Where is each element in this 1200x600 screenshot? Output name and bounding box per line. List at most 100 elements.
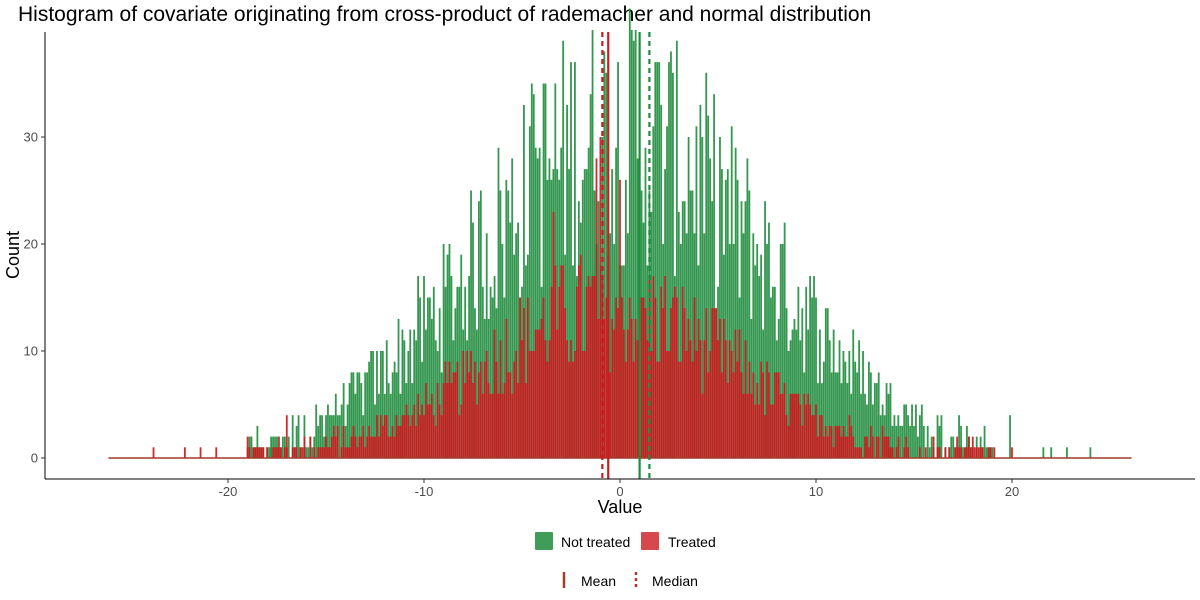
histogram-bar-treated <box>477 372 480 458</box>
histogram-bar-not-treated <box>785 308 788 458</box>
histogram-bar-not-treated <box>603 51 606 459</box>
legend-swatch-treated <box>641 532 659 550</box>
histogram-bar-not-treated <box>903 404 906 458</box>
histogram-bar-treated <box>936 447 939 458</box>
histogram-bar-treated <box>448 361 451 458</box>
histogram-bar-not-treated <box>701 137 704 458</box>
histogram-bar-not-treated <box>846 383 849 458</box>
histogram-bar-treated <box>746 393 749 458</box>
legend-item-treated[interactable]: Treated <box>641 532 716 550</box>
histogram-bar-treated <box>791 393 794 458</box>
histogram-bar-not-treated <box>856 372 859 458</box>
histogram-bar-treated <box>728 340 731 458</box>
histogram-bar-treated <box>466 351 469 458</box>
histogram-bar-not-treated <box>917 436 919 458</box>
histogram-bar-treated <box>866 436 868 458</box>
histogram-bar-treated <box>536 329 539 458</box>
histogram-bar-treated <box>352 425 355 458</box>
histogram-bar-treated <box>885 436 888 458</box>
histogram-bar-not-treated <box>509 222 512 458</box>
histogram-bar-treated <box>444 361 447 458</box>
histogram-bar-not-treated <box>983 425 986 458</box>
histogram-bar-not-treated <box>391 372 394 458</box>
histogram-bar-not-treated <box>952 436 955 458</box>
histogram-bar-treated <box>521 340 523 458</box>
histogram-bar-treated <box>799 404 802 458</box>
x-tick-label: -10 <box>415 484 434 499</box>
histogram-bar-not-treated <box>842 351 845 458</box>
histogram-bar-treated <box>895 447 898 458</box>
histogram-bar-not-treated <box>920 404 923 458</box>
histogram-bar-not-treated <box>677 211 680 458</box>
histogram-bar-not-treated <box>764 201 766 458</box>
histogram-bar-treated <box>374 436 376 458</box>
histogram-bar-treated <box>868 447 870 458</box>
histogram-bar-not-treated <box>287 436 290 458</box>
histogram-bar-treated <box>679 361 682 458</box>
histogram-bar-treated <box>781 393 784 458</box>
histogram-bar-not-treated <box>311 447 314 458</box>
histogram-bar-not-treated <box>350 372 353 458</box>
histogram-bar-not-treated <box>360 383 363 458</box>
histogram-bar-not-treated <box>756 244 759 458</box>
histogram-bar-not-treated <box>624 179 627 459</box>
histogram-bar-not-treated <box>591 30 594 458</box>
histogram-bar-treated <box>423 415 425 458</box>
histogram-bar-treated <box>636 340 639 458</box>
histogram-bar-treated <box>644 308 647 458</box>
histogram-bar-treated <box>385 415 388 458</box>
histogram-bar-not-treated <box>315 404 318 458</box>
histogram-bar-treated <box>993 447 996 458</box>
histogram-bar-treated <box>1011 447 1013 458</box>
histogram-bar-treated <box>689 340 692 458</box>
histogram-bar-treated <box>695 351 698 458</box>
histogram-bar-treated <box>907 447 910 458</box>
histogram-bar-treated <box>383 415 386 458</box>
legend-item-median[interactable]: Median <box>634 572 698 589</box>
histogram-bar-treated <box>871 436 874 458</box>
histogram-bar-not-treated <box>546 179 549 459</box>
histogram-bar-treated <box>736 361 739 458</box>
histogram-bar-treated <box>969 447 972 458</box>
histogram-bar-treated <box>605 297 608 458</box>
legend-item-mean[interactable]: Mean <box>562 572 616 589</box>
histogram-bar-not-treated <box>372 351 374 458</box>
histogram-bar-not-treated <box>458 286 461 458</box>
histogram-bar-treated <box>675 297 678 458</box>
histogram-bar-treated <box>766 361 768 458</box>
histogram-bar-not-treated <box>479 190 482 458</box>
histogram-bar-not-treated <box>938 425 941 458</box>
histogram-bar-not-treated <box>730 126 733 459</box>
histogram-bar-treated <box>472 383 474 458</box>
histogram-bar-treated <box>652 276 655 458</box>
histogram-bar-not-treated <box>464 286 467 458</box>
histogram-bar-treated <box>291 447 294 458</box>
histogram-bar-not-treated <box>515 233 518 458</box>
histogram-bar-not-treated <box>432 286 435 458</box>
histogram-bar-treated <box>497 393 500 458</box>
histogram-bar-treated <box>199 447 202 458</box>
histogram-bar-treated <box>617 308 619 458</box>
histogram-bar-not-treated <box>854 361 857 458</box>
histogram-bar-treated <box>456 361 459 458</box>
histogram-bar-not-treated <box>885 383 888 458</box>
histogram-bar-not-treated <box>321 415 323 458</box>
histogram-bar-treated <box>768 372 770 458</box>
y-tick-label: 10 <box>24 344 38 359</box>
histogram-bar-not-treated <box>689 190 692 458</box>
histogram-bar-treated <box>830 425 833 458</box>
histogram-bar-not-treated <box>1089 447 1092 458</box>
histogram-bar-treated <box>987 447 990 458</box>
histogram-bar-treated <box>624 361 627 458</box>
histogram-bar-treated <box>346 447 349 458</box>
histogram-bar-not-treated <box>958 415 960 458</box>
histogram-bar-not-treated <box>378 393 380 458</box>
histogram-bar-treated <box>364 447 367 458</box>
histogram-bar-treated <box>764 415 766 458</box>
histogram-bar-not-treated <box>889 383 892 458</box>
histogram-bar-treated <box>362 425 365 458</box>
histogram-bar-not-treated <box>797 286 800 458</box>
histogram-bar-not-treated <box>901 425 904 458</box>
histogram-bar-not-treated <box>413 329 416 458</box>
legend-item-not-treated[interactable]: Not treated <box>535 532 630 550</box>
